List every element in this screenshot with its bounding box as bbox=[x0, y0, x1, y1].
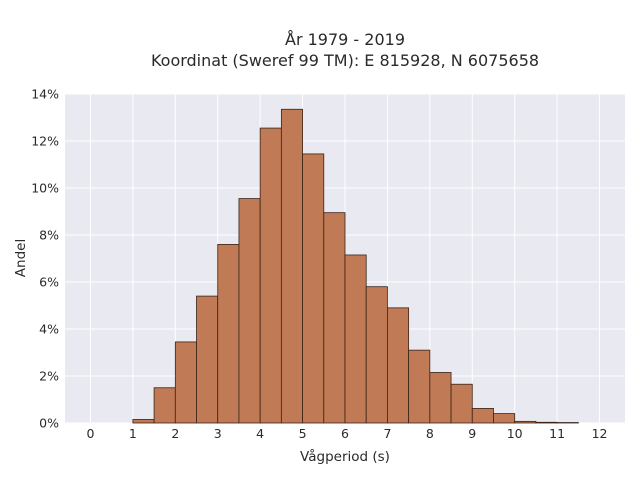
histogram-bar bbox=[408, 349, 431, 424]
histogram-bar bbox=[535, 421, 558, 424]
y-tick-label: 4% bbox=[39, 322, 59, 337]
x-tick-label: 1 bbox=[129, 426, 137, 441]
histogram-bar bbox=[323, 212, 346, 424]
histogram-bar bbox=[196, 295, 219, 424]
y-axis-label: Andel bbox=[13, 239, 29, 277]
histogram-bar bbox=[238, 198, 261, 424]
histogram-bar bbox=[450, 383, 473, 424]
x-tick-label: 0 bbox=[86, 426, 94, 441]
histogram-bar bbox=[365, 286, 388, 424]
bars bbox=[132, 108, 579, 424]
x-tick-label: 12 bbox=[592, 426, 608, 441]
x-tick-label: 4 bbox=[256, 426, 264, 441]
x-ticks: 0 1 2 3 4 5 6 7 8 9 10 11 12 bbox=[86, 426, 607, 441]
x-tick-label: 3 bbox=[214, 426, 222, 441]
x-tick-label: 8 bbox=[426, 426, 434, 441]
x-tick-label: 6 bbox=[341, 426, 349, 441]
histogram-bar bbox=[174, 341, 197, 424]
y-tick-label: 0% bbox=[39, 416, 59, 431]
histogram-bar bbox=[344, 254, 367, 424]
y-tick-label: 2% bbox=[39, 369, 59, 384]
y-tick-label: 6% bbox=[39, 275, 59, 290]
x-axis-label: Vågperiod (s) bbox=[300, 448, 390, 465]
chart-title-line-1: År 1979 - 2019 bbox=[285, 30, 405, 49]
y-tick-label: 8% bbox=[39, 228, 59, 243]
histogram-bar bbox=[217, 243, 240, 424]
histogram-bar bbox=[280, 108, 303, 424]
x-tick-label: 9 bbox=[468, 426, 476, 441]
histogram-bar bbox=[429, 372, 452, 424]
x-tick-label: 11 bbox=[549, 426, 565, 441]
histogram-bar bbox=[387, 307, 410, 424]
y-tick-label: 14% bbox=[31, 87, 59, 102]
histogram-bar bbox=[514, 420, 537, 424]
x-tick-label: 2 bbox=[171, 426, 179, 441]
y-tick-label: 12% bbox=[31, 134, 59, 149]
chart-title-line-2: Koordinat (Sweref 99 TM): E 815928, N 60… bbox=[151, 51, 539, 70]
histogram-bar bbox=[153, 387, 176, 424]
x-tick-label: 10 bbox=[507, 426, 523, 441]
x-tick-label: 5 bbox=[299, 426, 307, 441]
y-tick-label: 10% bbox=[31, 181, 59, 196]
histogram-bar bbox=[132, 419, 155, 424]
histogram-bar bbox=[493, 413, 516, 424]
y-ticks: 0% 2% 4% 6% 8% 10% 12% 14% bbox=[31, 87, 59, 431]
histogram-bar bbox=[471, 408, 494, 424]
histogram-bar bbox=[302, 153, 325, 424]
x-tick-label: 7 bbox=[383, 426, 391, 441]
histogram-bar bbox=[259, 127, 282, 424]
